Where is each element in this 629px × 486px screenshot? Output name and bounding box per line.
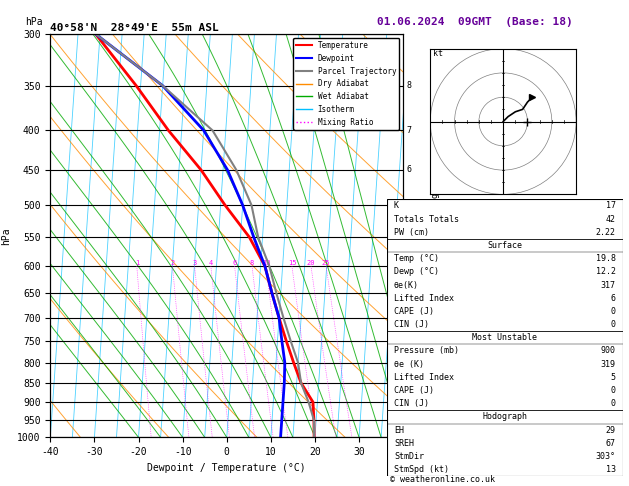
Text: Lifted Index: Lifted Index [394, 373, 454, 382]
Text: 303°: 303° [596, 452, 616, 461]
Text: 01.06.2024  09GMT  (Base: 18): 01.06.2024 09GMT (Base: 18) [377, 17, 573, 27]
Text: Surface: Surface [487, 241, 522, 250]
Legend: Temperature, Dewpoint, Parcel Trajectory, Dry Adiabat, Wet Adiabat, Isotherm, Mi: Temperature, Dewpoint, Parcel Trajectory… [293, 38, 399, 130]
Y-axis label: hPa: hPa [1, 227, 11, 244]
Text: 2.22: 2.22 [596, 228, 616, 237]
Text: 3: 3 [407, 313, 412, 322]
Text: 2: 2 [407, 358, 412, 367]
Text: 5: 5 [611, 373, 616, 382]
FancyBboxPatch shape [387, 199, 623, 476]
Text: 5: 5 [407, 233, 412, 242]
Text: θe(K): θe(K) [394, 280, 419, 290]
Text: 17: 17 [606, 201, 616, 210]
Text: 900: 900 [601, 347, 616, 355]
Text: 6: 6 [233, 260, 237, 266]
Y-axis label: km
ASL: km ASL [423, 236, 438, 255]
Text: 1: 1 [135, 260, 139, 266]
Text: 3: 3 [192, 260, 197, 266]
Text: SREH: SREH [394, 439, 414, 448]
Text: 317: 317 [601, 280, 616, 290]
Text: PW (cm): PW (cm) [394, 228, 429, 237]
Text: kt: kt [433, 49, 443, 58]
Text: 10: 10 [262, 260, 270, 266]
Text: EH: EH [394, 426, 404, 434]
Text: 0: 0 [611, 399, 616, 408]
Text: 15: 15 [287, 260, 296, 266]
Text: 0: 0 [611, 320, 616, 329]
Text: 67: 67 [606, 439, 616, 448]
Text: 6: 6 [611, 294, 616, 303]
Text: Lifted Index: Lifted Index [394, 294, 454, 303]
Text: Temp (°C): Temp (°C) [394, 254, 439, 263]
Text: hPa: hPa [25, 17, 43, 27]
Text: CIN (J): CIN (J) [394, 399, 429, 408]
Text: 0: 0 [611, 307, 616, 316]
Text: StmDir: StmDir [394, 452, 424, 461]
Text: 0: 0 [611, 386, 616, 395]
Text: Hodograph: Hodograph [482, 413, 527, 421]
Text: 19.8: 19.8 [596, 254, 616, 263]
Text: CAPE (J): CAPE (J) [394, 386, 434, 395]
Text: 20: 20 [307, 260, 315, 266]
Text: StmSpd (kt): StmSpd (kt) [394, 465, 449, 474]
Text: Most Unstable: Most Unstable [472, 333, 537, 342]
Text: CAPE (J): CAPE (J) [394, 307, 434, 316]
Text: CIN (J): CIN (J) [394, 320, 429, 329]
Text: 42: 42 [606, 214, 616, 224]
Text: K: K [394, 201, 399, 210]
Text: 4: 4 [407, 262, 412, 271]
Text: 7: 7 [407, 126, 412, 135]
Text: 2: 2 [170, 260, 175, 266]
Text: © weatheronline.co.uk: © weatheronline.co.uk [390, 474, 495, 484]
Text: 6: 6 [407, 165, 412, 174]
Text: θe (K): θe (K) [394, 360, 424, 369]
Text: 4: 4 [209, 260, 213, 266]
Text: 13: 13 [606, 465, 616, 474]
Text: 1LCL: 1LCL [407, 398, 426, 407]
Text: Dewp (°C): Dewp (°C) [394, 267, 439, 277]
Text: 8: 8 [407, 81, 412, 90]
Text: Mixing Ratio (g/kg): Mixing Ratio (g/kg) [431, 188, 440, 283]
Text: Pressure (mb): Pressure (mb) [394, 347, 459, 355]
Text: 8: 8 [250, 260, 254, 266]
Text: 319: 319 [601, 360, 616, 369]
Text: 29: 29 [606, 426, 616, 434]
Text: Totals Totals: Totals Totals [394, 214, 459, 224]
Text: 25: 25 [322, 260, 330, 266]
Text: 12.2: 12.2 [596, 267, 616, 277]
Text: 40°58'N  28°49'E  55m ASL: 40°58'N 28°49'E 55m ASL [50, 23, 219, 33]
X-axis label: Dewpoint / Temperature (°C): Dewpoint / Temperature (°C) [147, 463, 306, 473]
